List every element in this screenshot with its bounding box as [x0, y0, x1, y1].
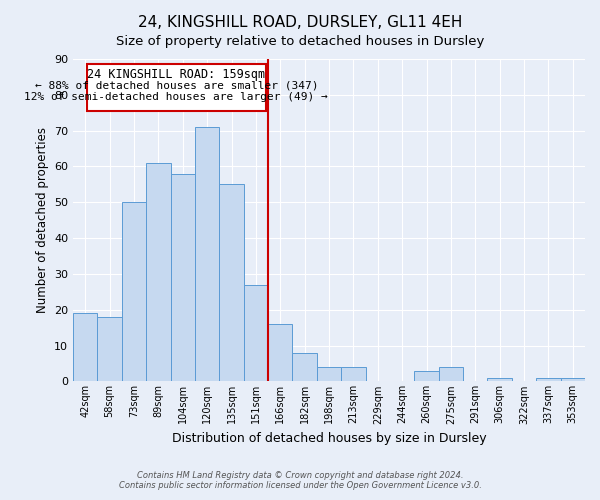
Bar	[560, 378, 585, 382]
Bar	[122, 202, 146, 382]
Bar	[536, 378, 560, 382]
Bar	[487, 378, 512, 382]
Text: 12% of semi-detached houses are larger (49) →: 12% of semi-detached houses are larger (…	[25, 92, 328, 102]
Bar	[317, 367, 341, 382]
FancyBboxPatch shape	[86, 64, 266, 111]
Bar	[244, 284, 268, 382]
Bar	[97, 317, 122, 382]
Text: Contains HM Land Registry data © Crown copyright and database right 2024.
Contai: Contains HM Land Registry data © Crown c…	[119, 470, 481, 490]
Bar	[292, 352, 317, 382]
Bar	[73, 314, 97, 382]
Bar	[415, 370, 439, 382]
Text: Size of property relative to detached houses in Dursley: Size of property relative to detached ho…	[116, 35, 484, 48]
Y-axis label: Number of detached properties: Number of detached properties	[35, 127, 49, 313]
Bar	[268, 324, 292, 382]
Text: ← 88% of detached houses are smaller (347): ← 88% of detached houses are smaller (34…	[35, 80, 318, 90]
Bar	[341, 367, 365, 382]
Bar	[195, 127, 220, 382]
Text: 24, KINGSHILL ROAD, DURSLEY, GL11 4EH: 24, KINGSHILL ROAD, DURSLEY, GL11 4EH	[138, 15, 462, 30]
Bar	[170, 174, 195, 382]
Text: 24 KINGSHILL ROAD: 159sqm: 24 KINGSHILL ROAD: 159sqm	[87, 68, 265, 81]
X-axis label: Distribution of detached houses by size in Dursley: Distribution of detached houses by size …	[172, 432, 487, 445]
Bar	[146, 163, 170, 382]
Bar	[220, 184, 244, 382]
Bar	[439, 367, 463, 382]
